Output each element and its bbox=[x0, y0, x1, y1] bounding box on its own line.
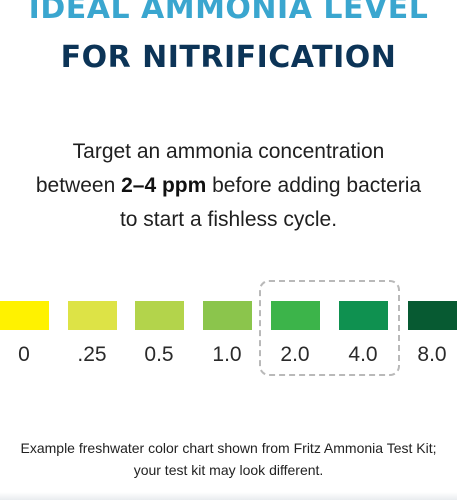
description-line-2-suffix: before adding bacteria bbox=[206, 174, 422, 197]
footnote-line-2: your test kit may look different. bbox=[133, 462, 324, 478]
swatch-0-25 bbox=[68, 301, 117, 330]
footnote: Example freshwater color chart shown fro… bbox=[0, 437, 457, 481]
swatch-4-0 bbox=[339, 301, 388, 330]
swatch-label-1-0: 1.0 bbox=[212, 343, 242, 366]
description-line-2: between 2–4 ppm before adding bacteria bbox=[0, 169, 457, 203]
swatch-label-0: 0 bbox=[18, 343, 30, 366]
swatch-label-0-25: .25 bbox=[77, 343, 107, 366]
swatch-0 bbox=[0, 301, 49, 330]
swatch-label-0-5: 0.5 bbox=[144, 343, 174, 366]
description-line-2-prefix: between bbox=[35, 174, 122, 197]
bottom-edge-shade bbox=[0, 492, 457, 500]
description: Target an ammonia concentration between … bbox=[0, 135, 457, 237]
swatch-label-4-0: 4.0 bbox=[348, 343, 378, 366]
title-line-2: FOR NITRIFICATION bbox=[60, 40, 397, 75]
title-line-1: IDEAL AMMONIA LEVEL bbox=[28, 0, 429, 26]
target-range: 2–4 ppm bbox=[121, 174, 207, 197]
swatch-label-8-0: 8.0 bbox=[417, 343, 447, 366]
footnote-line-1: Example freshwater color chart shown fro… bbox=[20, 440, 437, 456]
swatch-8-0 bbox=[408, 301, 457, 330]
swatch-2-0 bbox=[271, 301, 320, 330]
swatch-1-0 bbox=[203, 301, 252, 330]
target-range-highlight bbox=[259, 280, 400, 376]
swatch-label-2-0: 2.0 bbox=[280, 343, 310, 366]
description-line-1: Target an ammonia concentration bbox=[72, 140, 385, 163]
swatch-0-5 bbox=[135, 301, 184, 330]
description-line-3: to start a fishless cycle. bbox=[119, 208, 338, 231]
